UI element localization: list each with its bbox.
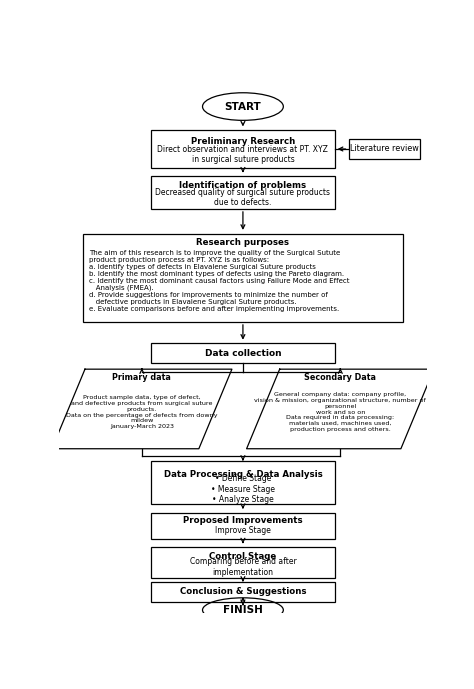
Text: Data Processing & Data Analysis: Data Processing & Data Analysis bbox=[164, 470, 322, 479]
Text: The aim of this research is to improve the quality of the Surgical Sutute
produc: The aim of this research is to improve t… bbox=[89, 250, 349, 312]
Text: Control Stage: Control Stage bbox=[210, 552, 276, 561]
Text: Improve Stage: Improve Stage bbox=[215, 526, 271, 535]
Text: • Define Stage
• Measure Stage
• Analyze Stage: • Define Stage • Measure Stage • Analyze… bbox=[211, 474, 275, 504]
Text: General company data: company profile,
vision & mission, organizational structur: General company data: company profile, v… bbox=[255, 392, 426, 432]
Text: Decreased quality of surgical suture products
due to defects.: Decreased quality of surgical suture pro… bbox=[155, 187, 330, 207]
Text: START: START bbox=[225, 101, 261, 112]
Text: Proposed Improvements: Proposed Improvements bbox=[183, 516, 303, 526]
Text: FINISH: FINISH bbox=[223, 605, 263, 615]
Text: Literature review: Literature review bbox=[350, 145, 419, 154]
Text: Data collection: Data collection bbox=[205, 349, 281, 358]
Text: Direct observation and interviews at PT. XYZ
in surgical suture products: Direct observation and interviews at PT.… bbox=[157, 145, 328, 164]
Text: Research purposes: Research purposes bbox=[196, 238, 290, 247]
Text: Conclusion & Suggestions: Conclusion & Suggestions bbox=[180, 588, 306, 597]
Text: Identification of problems: Identification of problems bbox=[179, 181, 307, 190]
Text: Secondary Data: Secondary Data bbox=[304, 373, 376, 382]
Text: Product sample data, type of defect,
and defective products from surgical suture: Product sample data, type of defect, and… bbox=[66, 395, 218, 429]
Text: Preliminary Research: Preliminary Research bbox=[191, 137, 295, 146]
Text: Comparing before and after
implementation: Comparing before and after implementatio… bbox=[190, 557, 296, 577]
Text: Primary data: Primary data bbox=[112, 373, 171, 382]
